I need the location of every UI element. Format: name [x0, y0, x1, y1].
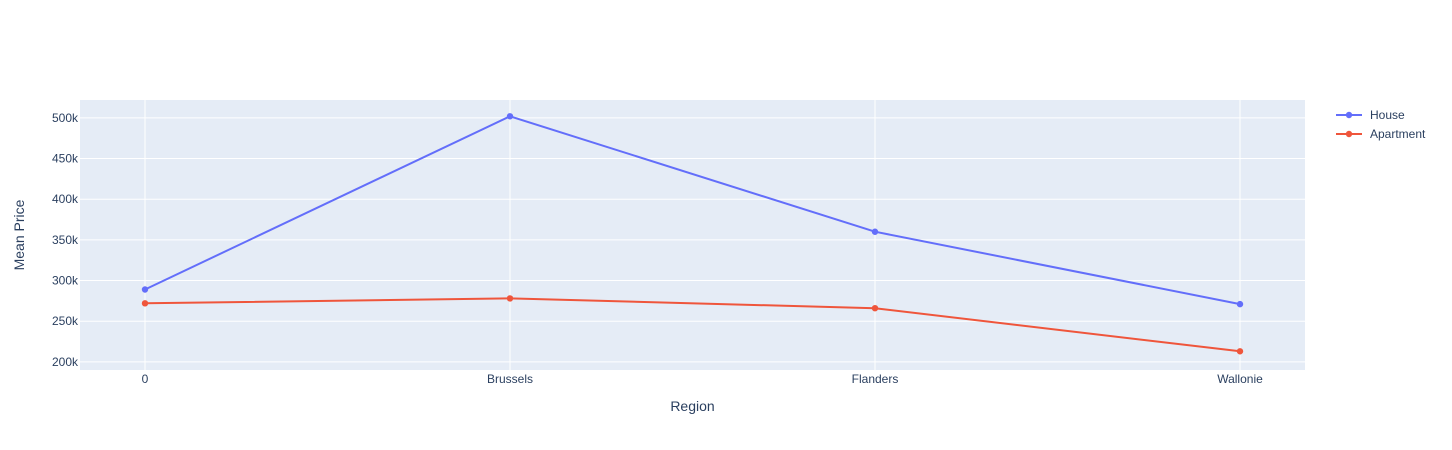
data-point-house[interactable] — [871, 228, 879, 235]
legend-swatch-marker — [1345, 130, 1353, 138]
x-axis-ticks: 0 Brussels Flanders Wallonie — [142, 372, 1263, 386]
legend-swatch-marker — [1345, 111, 1353, 119]
data-point-house[interactable] — [1236, 300, 1244, 308]
x-tick-label: 0 — [142, 372, 149, 386]
legend[interactable]: House Apartment — [1336, 108, 1426, 141]
y-tick-label: 400k — [52, 192, 79, 206]
data-point-apartment[interactable] — [871, 304, 879, 312]
x-tick-label: Brussels — [487, 372, 533, 386]
y-axis-ticks: 200k 250k 300k 350k 400k 450k 500k — [52, 111, 79, 369]
legend-item-house[interactable]: House — [1336, 108, 1405, 122]
y-tick-label: 350k — [52, 233, 79, 247]
series-line-apartment[interactable] — [144, 297, 1241, 353]
data-point-apartment[interactable] — [506, 295, 514, 302]
data-point-house[interactable] — [506, 113, 514, 120]
plot-background — [80, 100, 1305, 370]
x-tick-label: Flanders — [852, 372, 899, 386]
series-lines — [144, 115, 1241, 353]
y-tick-label: 200k — [52, 355, 79, 369]
x-tick-label: Wallonie — [1217, 372, 1263, 386]
data-point-house[interactable] — [141, 286, 149, 293]
data-point-apartment[interactable] — [1236, 348, 1244, 355]
y-gridlines — [80, 117, 1305, 363]
series-line-house[interactable] — [144, 115, 1241, 306]
data-point-apartment[interactable] — [141, 300, 149, 307]
y-tick-label: 300k — [52, 274, 79, 288]
y-tick-label: 250k — [52, 314, 79, 328]
legend-label: House — [1370, 108, 1405, 122]
legend-label: Apartment — [1370, 127, 1426, 141]
x-gridlines — [144, 100, 1241, 370]
x-axis-title: Region — [670, 398, 714, 414]
legend-item-apartment[interactable]: Apartment — [1336, 127, 1426, 141]
y-tick-label: 450k — [52, 152, 79, 166]
series-points — [141, 113, 1244, 355]
y-tick-label: 500k — [52, 111, 79, 125]
y-axis-title: Mean Price — [11, 199, 27, 270]
